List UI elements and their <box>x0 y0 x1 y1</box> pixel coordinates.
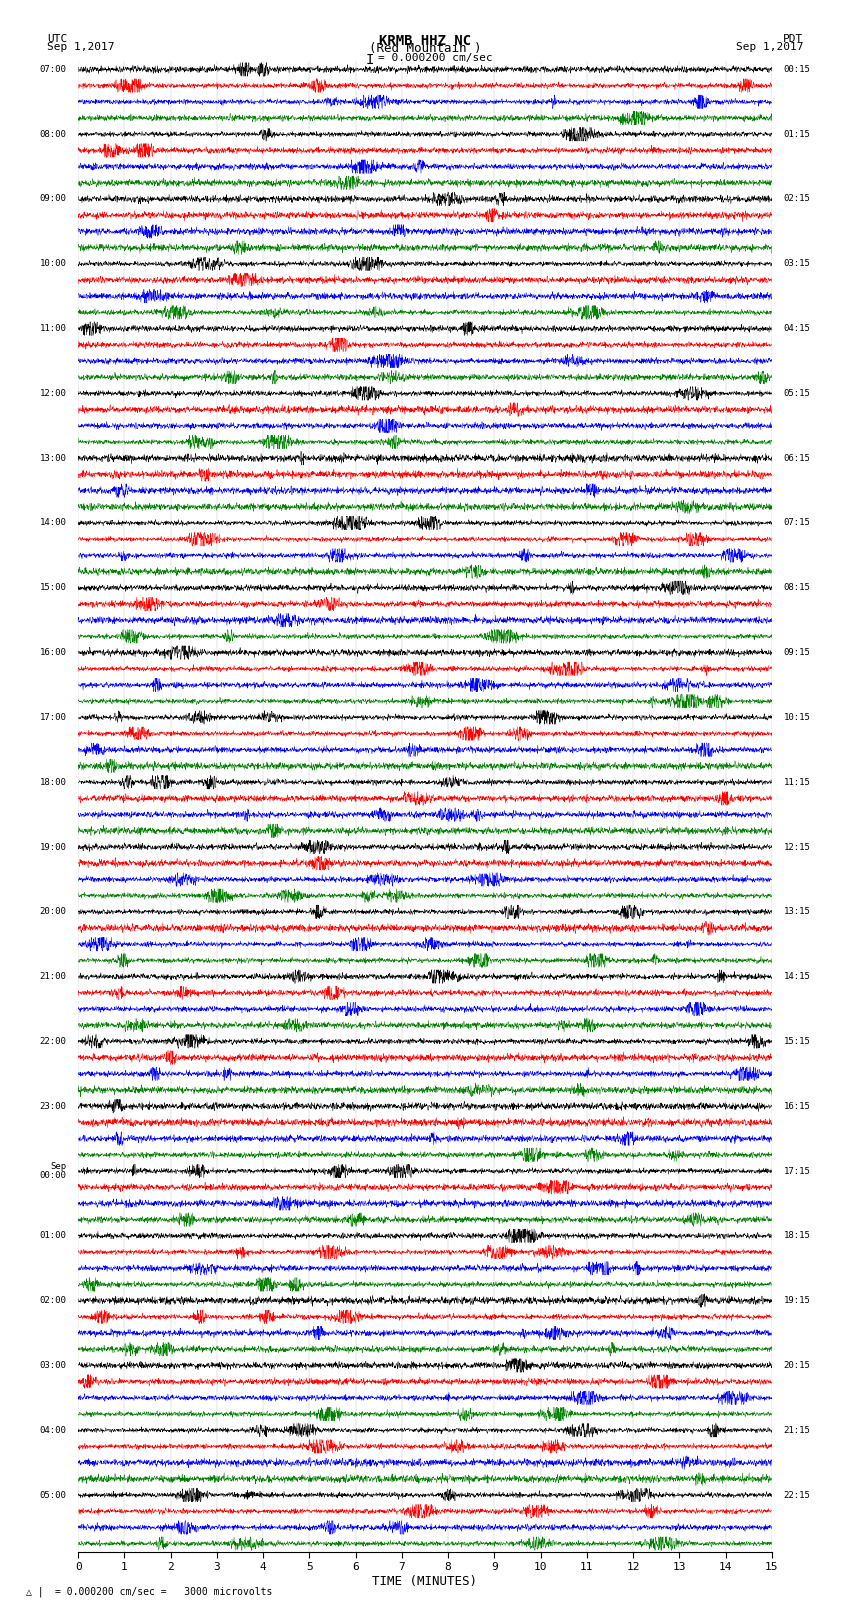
Text: 15:00: 15:00 <box>40 584 66 592</box>
Text: 22:15: 22:15 <box>784 1490 810 1500</box>
Text: 06:15: 06:15 <box>784 453 810 463</box>
Text: 14:15: 14:15 <box>784 973 810 981</box>
Text: 16:15: 16:15 <box>784 1102 810 1111</box>
Text: 08:00: 08:00 <box>40 129 66 139</box>
Text: 01:00: 01:00 <box>40 1231 66 1240</box>
Text: 00:15: 00:15 <box>784 65 810 74</box>
Text: 00:00: 00:00 <box>40 1171 66 1181</box>
Text: Sep: Sep <box>50 1161 66 1171</box>
Text: 19:15: 19:15 <box>784 1297 810 1305</box>
Text: 11:15: 11:15 <box>784 777 810 787</box>
Text: 05:15: 05:15 <box>784 389 810 398</box>
Text: = 0.000200 cm/sec =   3000 microvolts: = 0.000200 cm/sec = 3000 microvolts <box>55 1587 273 1597</box>
Text: 12:00: 12:00 <box>40 389 66 398</box>
Text: 13:15: 13:15 <box>784 907 810 916</box>
Text: Sep 1,2017: Sep 1,2017 <box>47 42 114 52</box>
Text: 05:00: 05:00 <box>40 1490 66 1500</box>
Text: 19:00: 19:00 <box>40 842 66 852</box>
Text: 21:15: 21:15 <box>784 1426 810 1434</box>
Text: 20:15: 20:15 <box>784 1361 810 1369</box>
Text: Sep 1,2017: Sep 1,2017 <box>736 42 803 52</box>
Text: 03:15: 03:15 <box>784 260 810 268</box>
Text: (Red Mountain ): (Red Mountain ) <box>369 42 481 55</box>
Text: 09:15: 09:15 <box>784 648 810 656</box>
Text: 15:15: 15:15 <box>784 1037 810 1045</box>
Text: 20:00: 20:00 <box>40 907 66 916</box>
Text: 02:00: 02:00 <box>40 1297 66 1305</box>
Text: △ |: △ | <box>26 1586 43 1597</box>
Text: 07:15: 07:15 <box>784 518 810 527</box>
Text: 16:00: 16:00 <box>40 648 66 656</box>
Text: UTC: UTC <box>47 34 67 44</box>
Text: I: I <box>366 53 374 68</box>
Text: PDT: PDT <box>783 34 803 44</box>
Text: 09:00: 09:00 <box>40 195 66 203</box>
Text: 18:00: 18:00 <box>40 777 66 787</box>
Text: 11:00: 11:00 <box>40 324 66 334</box>
Text: 17:00: 17:00 <box>40 713 66 723</box>
Text: 01:15: 01:15 <box>784 129 810 139</box>
Text: 12:15: 12:15 <box>784 842 810 852</box>
Text: 08:15: 08:15 <box>784 584 810 592</box>
Text: 02:15: 02:15 <box>784 195 810 203</box>
Text: 21:00: 21:00 <box>40 973 66 981</box>
X-axis label: TIME (MINUTES): TIME (MINUTES) <box>372 1574 478 1587</box>
Text: 07:00: 07:00 <box>40 65 66 74</box>
Text: 14:00: 14:00 <box>40 518 66 527</box>
Text: 03:00: 03:00 <box>40 1361 66 1369</box>
Text: 18:15: 18:15 <box>784 1231 810 1240</box>
Text: 10:15: 10:15 <box>784 713 810 723</box>
Text: 23:00: 23:00 <box>40 1102 66 1111</box>
Text: 13:00: 13:00 <box>40 453 66 463</box>
Text: 17:15: 17:15 <box>784 1166 810 1176</box>
Text: 04:00: 04:00 <box>40 1426 66 1434</box>
Text: KRMB HHZ NC: KRMB HHZ NC <box>379 34 471 48</box>
Text: = 0.000200 cm/sec: = 0.000200 cm/sec <box>378 53 493 63</box>
Text: 10:00: 10:00 <box>40 260 66 268</box>
Text: 04:15: 04:15 <box>784 324 810 334</box>
Text: 22:00: 22:00 <box>40 1037 66 1045</box>
